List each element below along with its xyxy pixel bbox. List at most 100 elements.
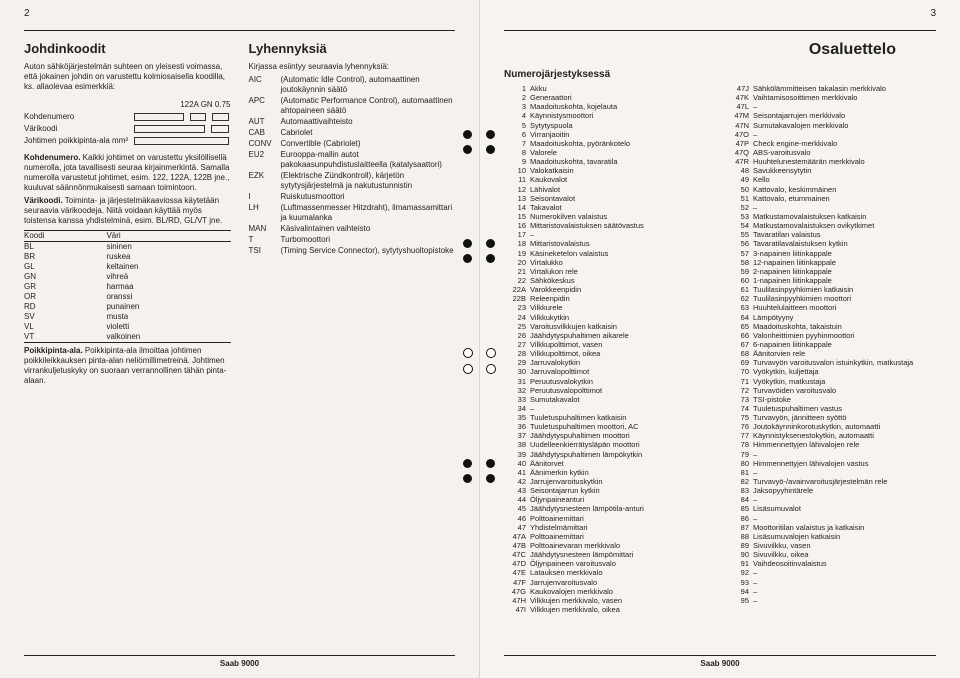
color-row: ORoranssi bbox=[24, 292, 231, 302]
page-right: 3 Osaluettelo Numerojärjestyksessä 1Akku… bbox=[480, 0, 960, 678]
parts-row: 44Öljynpaineanturi bbox=[504, 495, 713, 504]
color-row: GRharmaa bbox=[24, 282, 231, 292]
parts-row: 25Varoitusvilkkujen katkaisin bbox=[504, 322, 713, 331]
parts-row: 22Sähkökeskus bbox=[504, 276, 713, 285]
parts-row: 73TSI-pistoke bbox=[727, 395, 936, 404]
parts-row: 47ELatauksen merkkivalo bbox=[504, 568, 713, 577]
parts-row: 48Savukkeensytytin bbox=[727, 166, 936, 175]
parts-row: 63Huuhtelulaitteen moottori bbox=[727, 303, 936, 312]
parts-row: 9Maadoituskohta, tavaratila bbox=[504, 157, 713, 166]
parts-row: 42Jarrujenvaroituskytkin bbox=[504, 477, 713, 486]
abbr-row: AIC(Automatic Idle Control), automaattin… bbox=[249, 75, 456, 95]
parts-row: 47IVilkkujen merkkivalo, oikea bbox=[504, 605, 713, 614]
parts-row: 47PCheck engine-merkkivalo bbox=[727, 139, 936, 148]
parts-row: 40Äänitorvet bbox=[504, 459, 713, 468]
parts-row: 33Sumutakavalot bbox=[504, 395, 713, 404]
parts-row: 47APolttoainemittari bbox=[504, 532, 713, 541]
parts-row: 75Turvavyön, jännitteen syöttö bbox=[727, 413, 936, 422]
parts-row: 69Turvavyön varoitusvalon istuinkytkin, … bbox=[727, 358, 936, 367]
color-row: BRruskea bbox=[24, 252, 231, 262]
page-left: 2 Johdinkoodit Auton sähköjärjestelmän s… bbox=[0, 0, 480, 678]
parts-row: 32Peruutusvalopolttimot bbox=[504, 386, 713, 395]
parts-row: 21Virtalukon rele bbox=[504, 267, 713, 276]
parts-row: 41Äänimerkin kytkin bbox=[504, 468, 713, 477]
parts-row: 22BReleenpidin bbox=[504, 294, 713, 303]
page-number-left: 2 bbox=[24, 8, 30, 19]
parts-row: 47QABS-varoitusvalo bbox=[727, 148, 936, 157]
parts-row: 65Maadoituskohta, takaistuin bbox=[727, 322, 936, 331]
right-column-abbr: Lyhennyksiä Kirjassa esiintyy seuraavia … bbox=[249, 41, 456, 389]
parts-row: 30Jarruvalopolttimot bbox=[504, 367, 713, 376]
parts-row: 35Tuuletuspuhaltimen katkaisin bbox=[504, 413, 713, 422]
parts-row: 82Turvavyö-/avainvaroitusjärjestelmän re… bbox=[727, 477, 936, 486]
parts-row: 47BPolttoainevaran merkkivalo bbox=[504, 541, 713, 550]
color-code-table: KoodiVäri BLsininenBRruskeaGLkeltainenGN… bbox=[24, 230, 231, 343]
abbreviation-list: AIC(Automatic Idle Control), automaattin… bbox=[249, 75, 456, 256]
rule bbox=[504, 30, 936, 31]
parts-row: 55Tavaratilan valaistus bbox=[727, 230, 936, 239]
abbr-row: IRuiskutusmoottori bbox=[249, 192, 456, 202]
parts-row: 81– bbox=[727, 468, 936, 477]
intro-text: Auton sähköjärjestelmän suhteen on yleis… bbox=[24, 62, 231, 92]
parts-row: 39Jäähdytyspuhaltimen lämpökytkin bbox=[504, 450, 713, 459]
abbr-row: AUTAutomaattivaihteisto bbox=[249, 117, 456, 127]
parts-row: 14Takavalot bbox=[504, 203, 713, 212]
parts-row: 84– bbox=[727, 495, 936, 504]
parts-row: 47JSähkölämmitteisen takalasin merkkival… bbox=[727, 84, 936, 93]
parts-row: 72Turvavöiden varoitusvalo bbox=[727, 386, 936, 395]
parts-row: 573-napainen liitinkappale bbox=[727, 249, 936, 258]
parts-row: 50Kattovalo, keskimmäinen bbox=[727, 185, 936, 194]
parts-row: 37Jäähdytyspuhaltimen moottori bbox=[504, 431, 713, 440]
parts-row: 47FJarrujenvaroitusvalo bbox=[504, 578, 713, 587]
parts-row: 78Himmennettyjen lähivalojen rele bbox=[727, 440, 936, 449]
color-row: GNvihreä bbox=[24, 272, 231, 282]
abbr-intro: Kirjassa esiintyy seuraavia lyhennyksiä: bbox=[249, 62, 456, 72]
parts-row: 34– bbox=[504, 404, 713, 413]
color-row: GLkeltainen bbox=[24, 262, 231, 272]
parts-row: 85Lisäsumuvalot bbox=[727, 504, 936, 513]
kohdenumero-paragraph: Kohdenumero. Kaikki johtimet on varustet… bbox=[24, 153, 231, 193]
parts-row: 7Maadoituskohta, pyöränkotelo bbox=[504, 139, 713, 148]
parts-row: 15Numerokilven valaistus bbox=[504, 212, 713, 221]
parts-row: 61Tuulilasinpyyhkimien katkaisin bbox=[727, 285, 936, 294]
parts-row: 89Sivuvilkku, vasen bbox=[727, 541, 936, 550]
abbr-row: MANKäsivalintainen vaihteisto bbox=[249, 224, 456, 234]
heading-osaluettelo: Osaluettelo bbox=[504, 41, 896, 59]
parts-row: 90Sivuvilkku, oikea bbox=[727, 550, 936, 559]
parts-row: 54Matkustamovalaistuksen ovikytkimet bbox=[727, 221, 936, 230]
parts-row: 23Vilkkurele bbox=[504, 303, 713, 312]
parts-row: 76Joutokäynninkorotuskytkin, automaatti bbox=[727, 422, 936, 431]
color-row: VLvioletti bbox=[24, 322, 231, 332]
parts-row: 95– bbox=[727, 596, 936, 605]
parts-row: 22AVarokkeenpidin bbox=[504, 285, 713, 294]
parts-row: 71Vyökytkin, matkustaja bbox=[727, 377, 936, 386]
abbr-row: APC(Automatic Performance Control), auto… bbox=[249, 96, 456, 116]
page-number-right: 3 bbox=[930, 8, 936, 19]
parts-row: 47MSeisontajarrujen merkkivalo bbox=[727, 111, 936, 120]
color-row: BLsininen bbox=[24, 242, 231, 253]
code-diagram: 122A GN 0.75 Kohdenumero Värikoodi Johti… bbox=[24, 100, 231, 145]
parts-row: 91Vaihdeosoitinvalaistus bbox=[727, 559, 936, 568]
parts-row: 17– bbox=[504, 230, 713, 239]
footer-right: Saab 9000 bbox=[480, 655, 960, 668]
parts-row: 79– bbox=[727, 450, 936, 459]
parts-list: 1Akku2Generaattori3Maadoituskohta, kojel… bbox=[504, 84, 936, 614]
parts-row: 47GKaukovalojen merkkivalo bbox=[504, 587, 713, 596]
parts-row: 47KVaihtamisosoittimen merkkivalo bbox=[727, 93, 936, 102]
parts-row: 92– bbox=[727, 568, 936, 577]
parts-row: 46Polttoainemittari bbox=[504, 514, 713, 523]
parts-row: 28Vilkkupolttimot, oikea bbox=[504, 349, 713, 358]
parts-row: 47L– bbox=[727, 102, 936, 111]
parts-row: 20Virtalukko bbox=[504, 258, 713, 267]
parts-row: 38Uudelleenkierrätysläpän moottori bbox=[504, 440, 713, 449]
parts-row: 5812-napainen liitinkappale bbox=[727, 258, 936, 267]
parts-row: 676-napainen liitinkappale bbox=[727, 340, 936, 349]
left-column: Johdinkoodit Auton sähköjärjestelmän suh… bbox=[24, 41, 231, 389]
parts-row: 8Valorele bbox=[504, 148, 713, 157]
parts-row: 4Käynnistysmoottori bbox=[504, 111, 713, 120]
abbr-row: TSI(Timing Service Connector), sytytyshu… bbox=[249, 246, 456, 256]
parts-row: 94– bbox=[727, 587, 936, 596]
parts-row: 43Seisontajarrun kytkin bbox=[504, 486, 713, 495]
abbr-row: EU2Eurooppa-mallin autot pakokaasunpuhdi… bbox=[249, 150, 456, 170]
parts-row: 1Akku bbox=[504, 84, 713, 93]
